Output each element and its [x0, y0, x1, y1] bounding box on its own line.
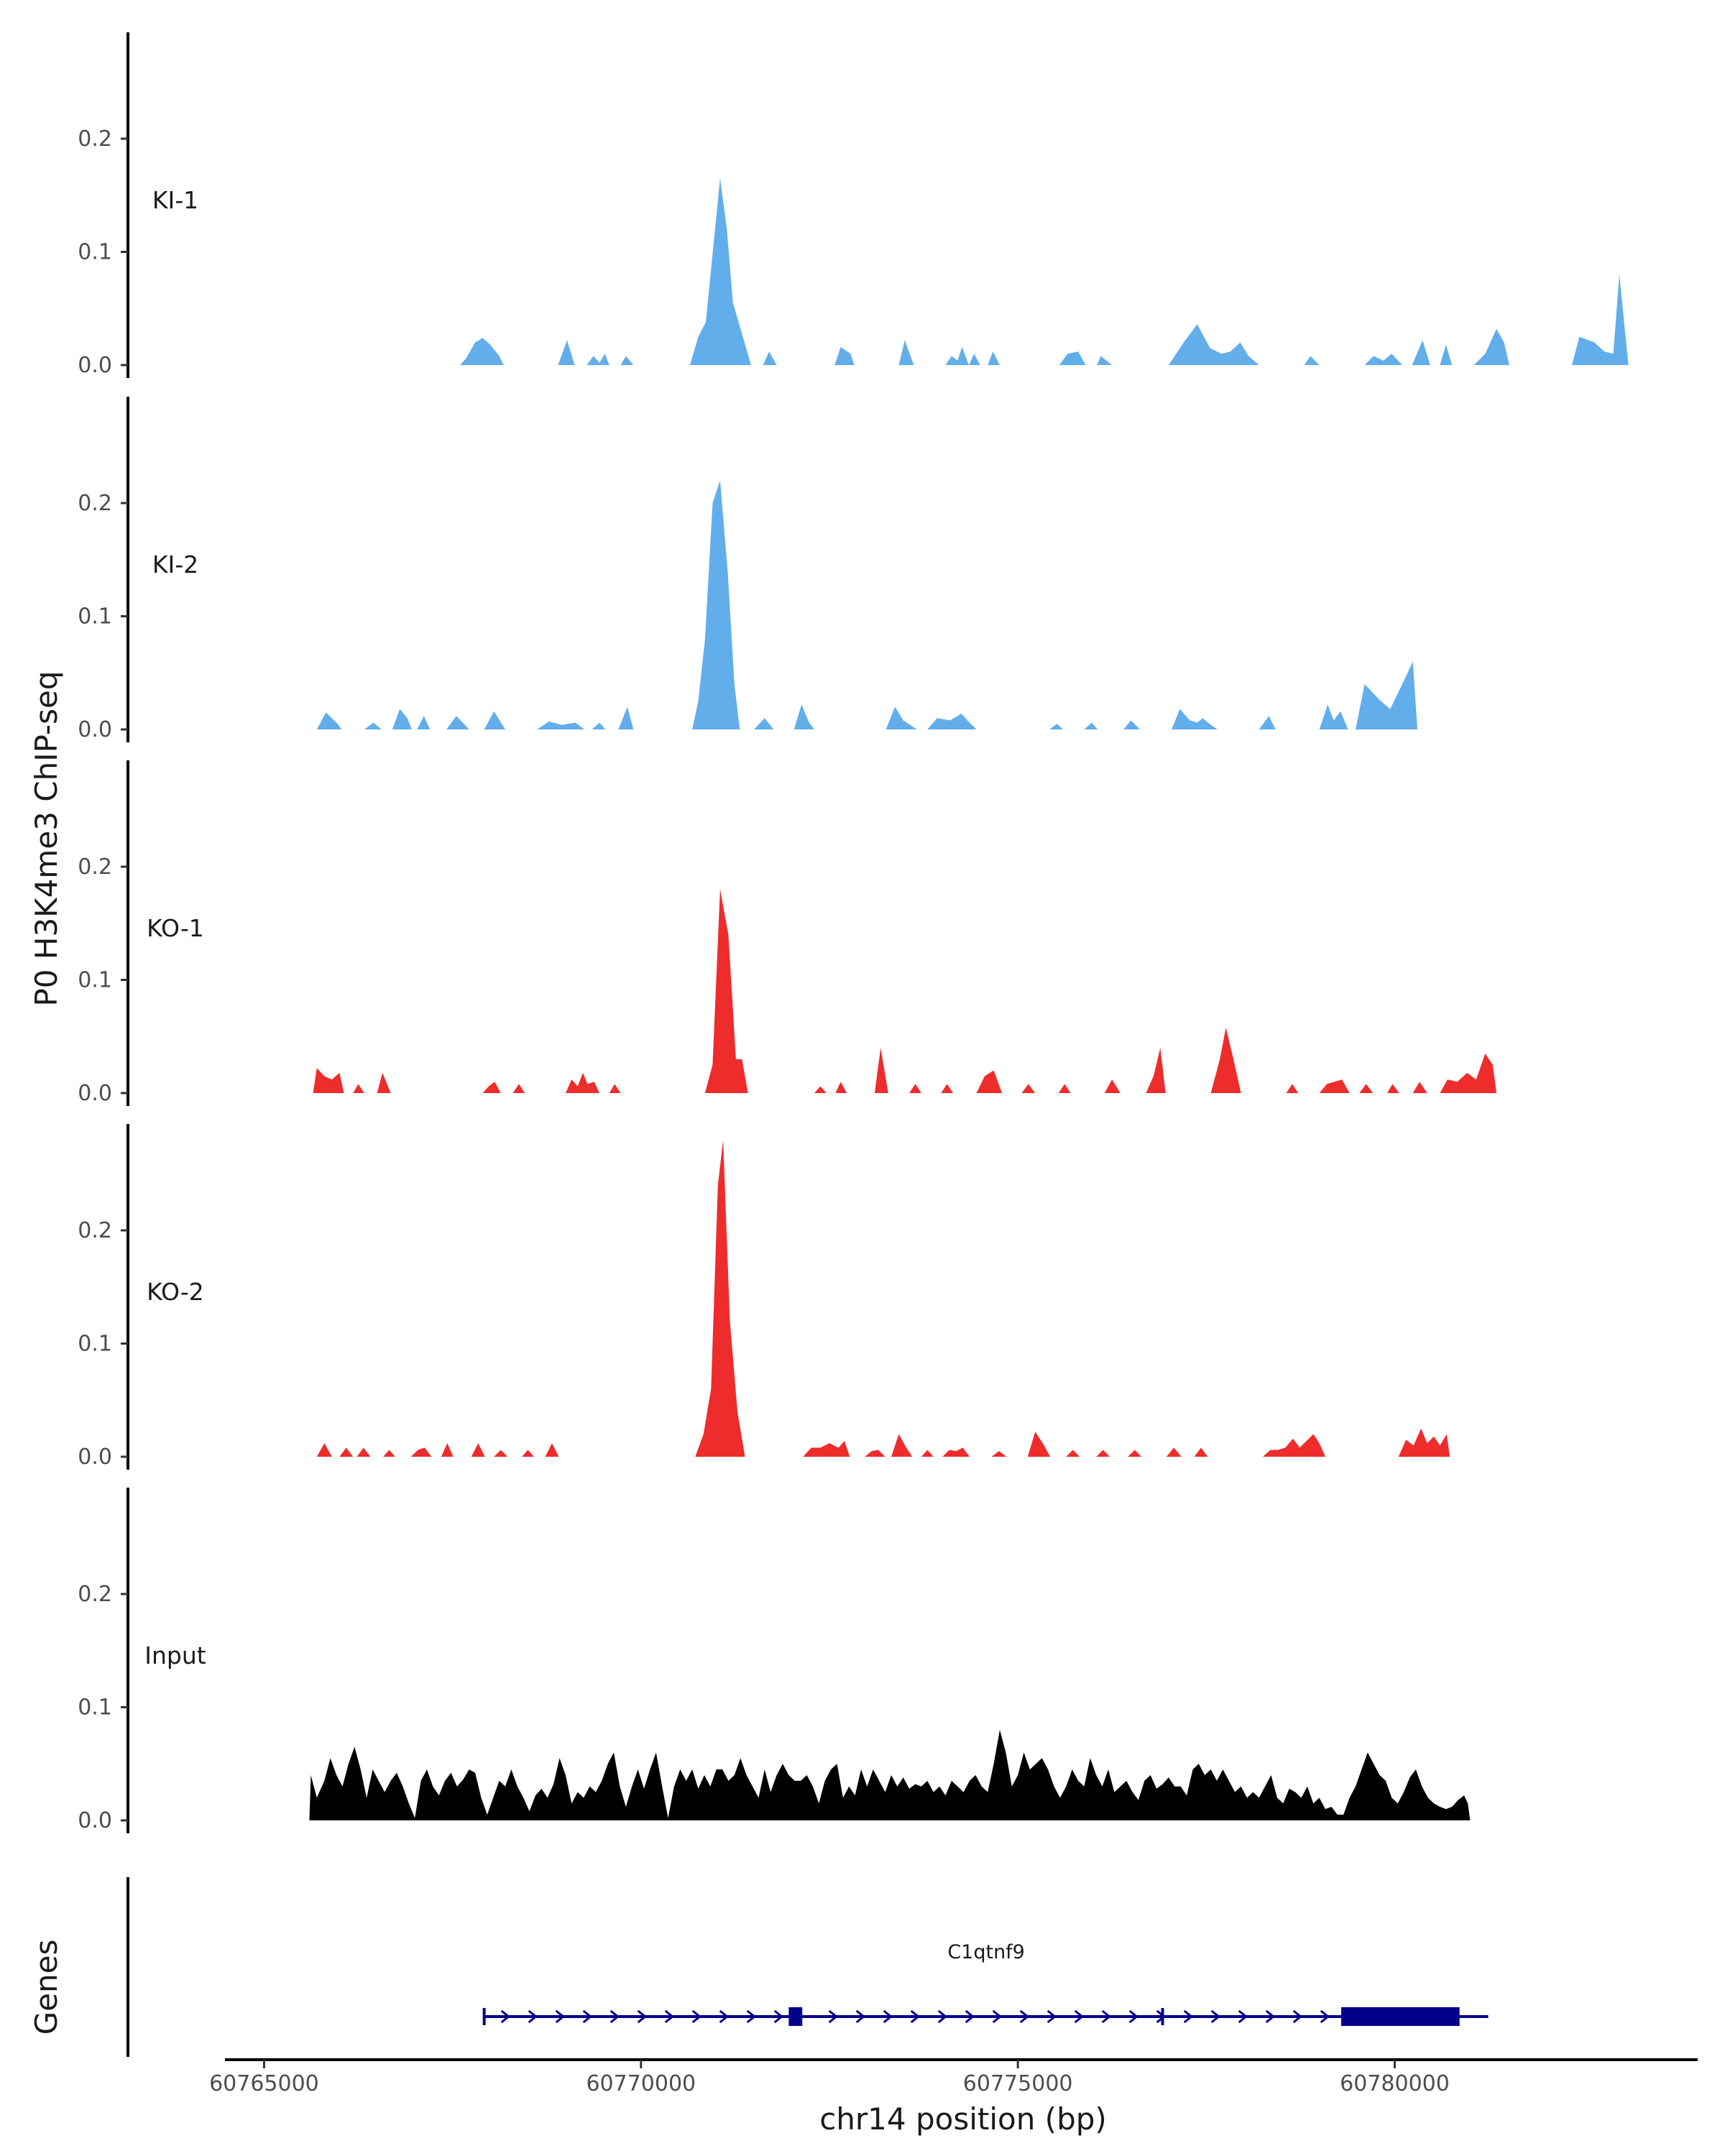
y-tick-label: 0.1 — [78, 604, 112, 630]
track-label: KO-1 — [147, 914, 204, 942]
y-tick-label: 0.0 — [78, 353, 112, 378]
y-tick-label: 0.1 — [78, 240, 112, 265]
strand-arrow — [691, 2009, 702, 2024]
track-panel: 0.0 0.1 0.2 Input — [78, 1488, 1471, 1833]
strand-arrow — [910, 2009, 921, 2024]
gene-exon — [1341, 2007, 1460, 2026]
strand-arrow — [1238, 2009, 1248, 2024]
strand-arrow — [528, 2009, 538, 2024]
strand-arrow — [1210, 2009, 1221, 2024]
y-axis-title: P0 H3K4me3 ChIP-seq — [29, 671, 64, 1006]
strand-arrow — [1128, 2009, 1139, 2024]
track-panels: 0.00.10.2KI-10.00.10.2KI-20.00.10.2KO-10… — [78, 32, 1629, 1833]
x-tick-label: 60780000 — [1340, 2071, 1450, 2096]
strand-arrow — [746, 2009, 757, 2024]
strand-arrow — [1292, 2009, 1303, 2024]
strand-arrow — [937, 2009, 948, 2024]
strand-arrow — [1074, 2009, 1085, 2024]
strand-arrow — [992, 2009, 1003, 2024]
y-tick-label: 0.2 — [78, 854, 112, 880]
track-label: KI-2 — [152, 550, 198, 579]
y-tick-label: 0.0 — [78, 1808, 112, 1833]
y-tick-label: 0.1 — [78, 968, 112, 993]
strand-arrow — [555, 2009, 566, 2024]
track-label: KI-1 — [152, 186, 198, 214]
signal-area — [309, 1730, 1471, 1820]
gene-exon — [788, 2007, 803, 2026]
track-panel: 0.0 0.1 0.2 KO-2 — [78, 1124, 1450, 1470]
track-panel: 0.0 0.1 0.2 KO-1 — [78, 760, 1497, 1106]
strand-arrow — [582, 2009, 593, 2024]
strand-arrow — [855, 2009, 866, 2024]
strand-arrow — [500, 2009, 511, 2024]
y-tick-label: 0.2 — [78, 126, 112, 152]
strand-arrow — [1183, 2009, 1194, 2024]
strand-arrow — [1019, 2009, 1030, 2024]
x-ticks: 60765000 60770000 60775000 60780000 — [209, 2060, 1450, 2096]
strand-arrow — [965, 2009, 975, 2024]
x-axis-title: chr14 position (bp) — [819, 2101, 1107, 2137]
y-tick-label: 0.0 — [78, 717, 112, 742]
gene-name-label: C1qtnf9 — [947, 1941, 1025, 1963]
strand-arrow — [1265, 2009, 1276, 2024]
x-axis: 60765000 60770000 60775000 60780000 — [209, 2058, 1698, 2096]
strand-arrow — [719, 2009, 730, 2024]
track-label: Input — [144, 1641, 206, 1669]
y-tick-label: 0.1 — [78, 1332, 112, 1357]
strand-arrow — [1156, 2009, 1167, 2024]
y-tick-label: 0.1 — [78, 1695, 112, 1720]
strand-arrow — [1320, 2009, 1330, 2024]
strand-arrow — [1046, 2009, 1057, 2024]
y-tick-label: 0.2 — [78, 1582, 112, 1607]
strand-arrow — [883, 2009, 893, 2024]
strand-arrow — [664, 2009, 675, 2024]
strand-arrow — [1101, 2009, 1112, 2024]
track-panel: 0.0 0.1 0.2 KI-2 — [78, 397, 1417, 742]
strand-arrow — [773, 2009, 784, 2024]
strand-arrow — [828, 2009, 839, 2024]
x-tick-label: 60775000 — [963, 2071, 1073, 2096]
strand-arrow — [637, 2009, 648, 2024]
y-tick-label: 0.2 — [78, 1218, 112, 1243]
y-tick-label: 0.2 — [78, 491, 112, 516]
y-tick-label: 0.0 — [78, 1081, 112, 1106]
x-tick-label: 60770000 — [586, 2071, 696, 2096]
gene-model — [482, 2007, 1489, 2026]
genes-title: Genes — [29, 1940, 64, 2035]
strand-arrow — [610, 2009, 620, 2024]
track-label: KO-2 — [147, 1278, 204, 1306]
y-tick-label: 0.0 — [78, 1445, 112, 1470]
x-tick-label: 60765000 — [209, 2071, 319, 2096]
track-panel: 0.0 0.1 0.2 KI-1 — [78, 32, 1629, 378]
gene-panel: Genes C1qtnf9 — [29, 1877, 1489, 2057]
